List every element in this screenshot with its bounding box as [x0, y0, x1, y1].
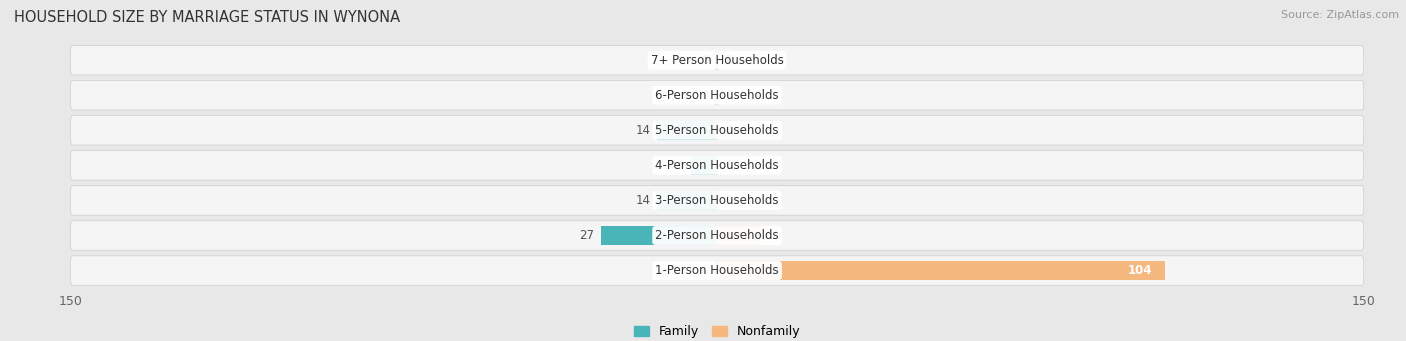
- Text: 2-Person Households: 2-Person Households: [655, 229, 779, 242]
- Bar: [717, 121, 720, 140]
- Text: 1-Person Households: 1-Person Households: [655, 264, 779, 277]
- FancyBboxPatch shape: [70, 80, 1364, 110]
- Text: 0: 0: [725, 194, 733, 207]
- Text: 0: 0: [725, 159, 733, 172]
- Bar: [714, 86, 717, 105]
- Text: 0: 0: [702, 54, 709, 67]
- Bar: [717, 261, 1166, 280]
- Text: 6-Person Households: 6-Person Households: [655, 89, 779, 102]
- Bar: [657, 121, 717, 140]
- Bar: [714, 50, 717, 70]
- FancyBboxPatch shape: [70, 116, 1364, 145]
- Legend: Family, Nonfamily: Family, Nonfamily: [634, 325, 800, 338]
- Text: 4-Person Households: 4-Person Households: [655, 159, 779, 172]
- Text: 0: 0: [725, 89, 733, 102]
- Bar: [717, 226, 761, 245]
- Bar: [600, 226, 717, 245]
- Text: 14: 14: [636, 194, 650, 207]
- Bar: [692, 156, 717, 175]
- Text: 27: 27: [579, 229, 595, 242]
- Text: 7+ Person Households: 7+ Person Households: [651, 54, 783, 67]
- Text: 5-Person Households: 5-Person Households: [655, 124, 779, 137]
- Bar: [717, 191, 720, 210]
- Bar: [714, 261, 717, 280]
- FancyBboxPatch shape: [70, 151, 1364, 180]
- Text: HOUSEHOLD SIZE BY MARRIAGE STATUS IN WYNONA: HOUSEHOLD SIZE BY MARRIAGE STATUS IN WYN…: [14, 10, 401, 25]
- Text: 0: 0: [702, 89, 709, 102]
- Text: 0: 0: [702, 264, 709, 277]
- Bar: [657, 191, 717, 210]
- Text: 10: 10: [766, 229, 782, 242]
- FancyBboxPatch shape: [70, 186, 1364, 215]
- Bar: [717, 156, 720, 175]
- Text: 14: 14: [636, 124, 650, 137]
- Bar: [717, 86, 720, 105]
- Bar: [717, 50, 720, 70]
- Text: Source: ZipAtlas.com: Source: ZipAtlas.com: [1281, 10, 1399, 20]
- FancyBboxPatch shape: [70, 45, 1364, 75]
- Text: 3-Person Households: 3-Person Households: [655, 194, 779, 207]
- FancyBboxPatch shape: [70, 256, 1364, 285]
- FancyBboxPatch shape: [70, 221, 1364, 250]
- Text: 6: 6: [678, 159, 685, 172]
- Text: 104: 104: [1128, 264, 1153, 277]
- Text: 0: 0: [725, 54, 733, 67]
- Text: 0: 0: [725, 124, 733, 137]
